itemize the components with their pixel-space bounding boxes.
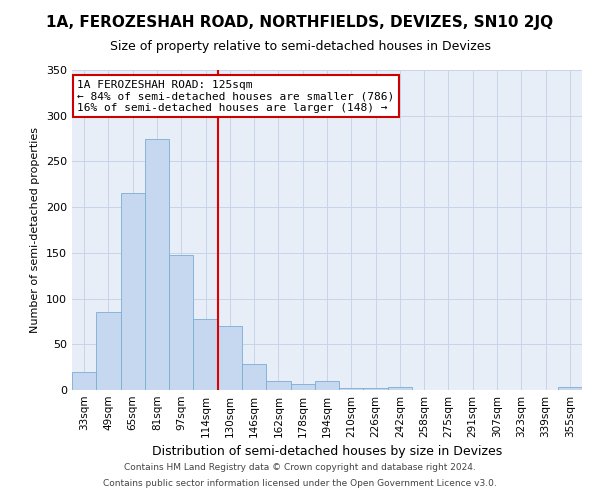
Bar <box>388 388 412 390</box>
Bar <box>339 388 364 390</box>
Bar <box>266 381 290 390</box>
Bar <box>218 326 242 390</box>
Bar <box>169 254 193 390</box>
Bar <box>193 318 218 390</box>
Bar <box>315 381 339 390</box>
X-axis label: Distribution of semi-detached houses by size in Devizes: Distribution of semi-detached houses by … <box>152 446 502 458</box>
Text: Contains public sector information licensed under the Open Government Licence v3: Contains public sector information licen… <box>103 478 497 488</box>
Bar <box>558 388 582 390</box>
Text: Size of property relative to semi-detached houses in Devizes: Size of property relative to semi-detach… <box>110 40 491 53</box>
Text: 1A, FEROZESHAH ROAD, NORTHFIELDS, DEVIZES, SN10 2JQ: 1A, FEROZESHAH ROAD, NORTHFIELDS, DEVIZE… <box>46 15 554 30</box>
Y-axis label: Number of semi-detached properties: Number of semi-detached properties <box>31 127 40 333</box>
Bar <box>72 372 96 390</box>
Text: 1A FEROZESHAH ROAD: 125sqm
← 84% of semi-detached houses are smaller (786)
16% o: 1A FEROZESHAH ROAD: 125sqm ← 84% of semi… <box>77 80 394 113</box>
Bar <box>96 312 121 390</box>
Text: Contains HM Land Registry data © Crown copyright and database right 2024.: Contains HM Land Registry data © Crown c… <box>124 464 476 472</box>
Bar <box>145 138 169 390</box>
Bar <box>290 384 315 390</box>
Bar <box>364 388 388 390</box>
Bar <box>242 364 266 390</box>
Bar <box>121 194 145 390</box>
